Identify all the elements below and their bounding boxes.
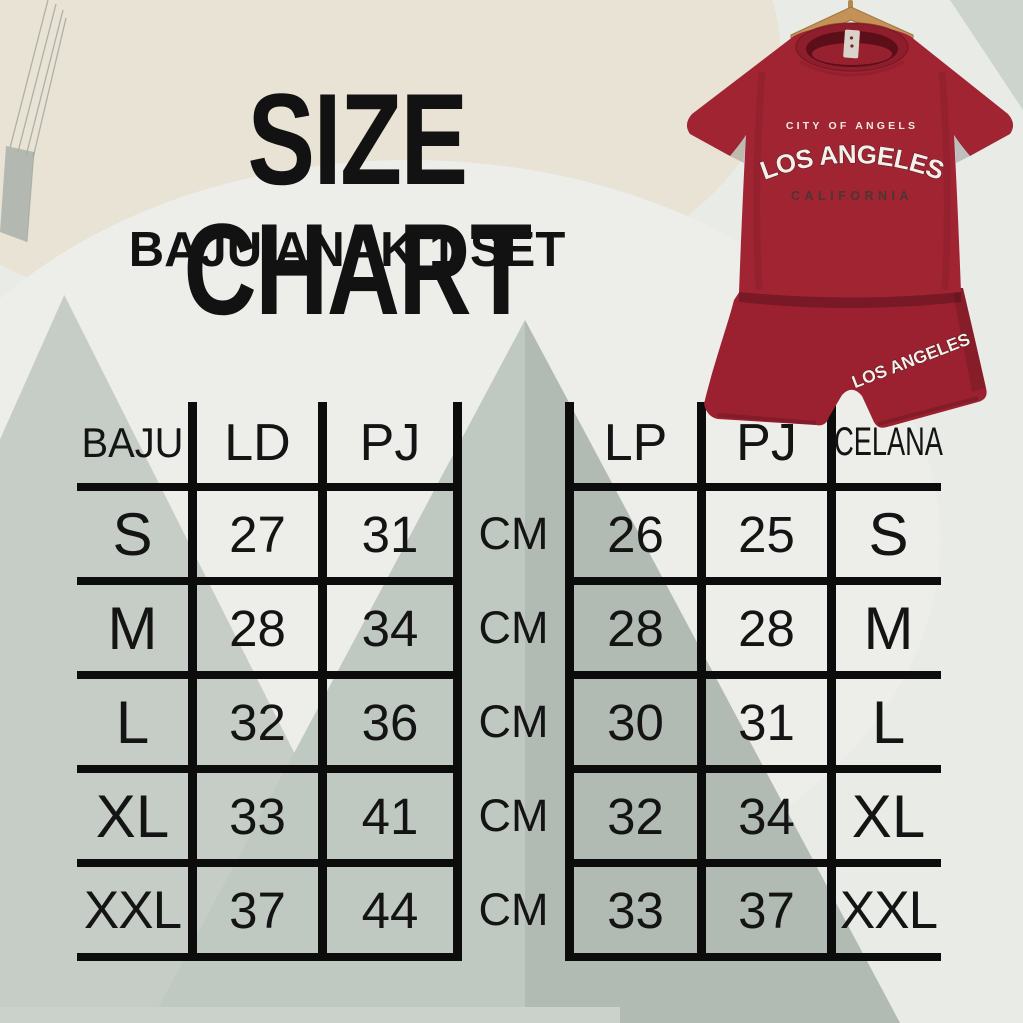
table-line bbox=[565, 577, 941, 585]
size-label: S bbox=[112, 500, 153, 568]
header-baju: BAJU bbox=[81, 418, 184, 466]
table-line bbox=[565, 483, 941, 491]
value-pj-celana: 37 bbox=[738, 881, 795, 939]
value-pj-celana: 28 bbox=[738, 599, 795, 657]
neck-tag bbox=[843, 29, 860, 59]
table-line bbox=[77, 483, 462, 491]
table-line bbox=[77, 671, 462, 679]
header-lp: LP bbox=[603, 413, 668, 472]
value-pj-celana: 25 bbox=[738, 505, 795, 563]
unit-label: CM bbox=[478, 602, 549, 653]
unit-label: CM bbox=[478, 884, 549, 935]
table-line bbox=[77, 953, 462, 961]
table-line bbox=[77, 765, 462, 773]
value-lp: 30 bbox=[607, 693, 664, 751]
value-lp: 28 bbox=[607, 599, 664, 657]
size-label: M bbox=[107, 594, 158, 662]
size-label: XL bbox=[851, 782, 926, 850]
value-ld: 28 bbox=[229, 599, 286, 657]
table-line bbox=[565, 765, 941, 773]
header-ld: LD bbox=[224, 413, 291, 472]
size-label: L bbox=[871, 688, 906, 756]
header-pj-baju: PJ bbox=[359, 413, 421, 472]
table-line bbox=[565, 671, 941, 679]
value-pj-celana: 34 bbox=[738, 787, 795, 845]
shirt-print-bottom: CALIFORNIA bbox=[791, 189, 913, 203]
value-pj-baju: 44 bbox=[361, 881, 419, 939]
table-line bbox=[565, 402, 574, 961]
unit-label: CM bbox=[478, 696, 549, 747]
size-label: XXL bbox=[839, 880, 938, 940]
table-line bbox=[318, 402, 327, 961]
tshirt bbox=[686, 22, 1014, 298]
value-lp: 33 bbox=[607, 881, 664, 939]
table-line bbox=[77, 859, 462, 867]
value-pj-baju: 41 bbox=[361, 787, 419, 845]
page-subtitle: BAJU ANAK 1 SET bbox=[128, 223, 566, 277]
value-pj-baju: 31 bbox=[361, 505, 419, 563]
value-pj-baju: 34 bbox=[361, 599, 419, 657]
collar bbox=[795, 22, 909, 77]
size-label: XL bbox=[95, 782, 170, 850]
size-label: S bbox=[868, 500, 909, 568]
table-line bbox=[453, 402, 462, 961]
value-pj-baju: 36 bbox=[361, 693, 419, 751]
unit-label: CM bbox=[478, 508, 549, 559]
size-label: L bbox=[115, 688, 150, 756]
product-photo: LOS ANGELES bbox=[686, 0, 1014, 428]
value-ld: 27 bbox=[229, 505, 286, 563]
shirt-print-top: CITY OF ANGELS bbox=[786, 120, 918, 132]
bg-bottom-band bbox=[0, 1007, 620, 1023]
value-ld: 33 bbox=[229, 787, 286, 845]
table-line bbox=[77, 577, 462, 585]
shorts: LOS ANGELES bbox=[704, 288, 987, 428]
value-ld: 32 bbox=[229, 693, 286, 751]
table-line bbox=[565, 859, 941, 867]
page-title: SIZE CHART bbox=[183, 66, 532, 342]
value-pj-celana: 31 bbox=[738, 693, 795, 751]
table-line bbox=[188, 402, 197, 961]
value-lp: 26 bbox=[607, 505, 664, 563]
table-line bbox=[565, 953, 941, 961]
value-lp: 32 bbox=[607, 787, 664, 845]
paraglider-sketch-icon bbox=[0, 0, 67, 243]
unit-label: CM bbox=[478, 790, 549, 841]
size-label: XXL bbox=[83, 880, 182, 940]
size-label: M bbox=[863, 594, 914, 662]
value-ld: 37 bbox=[229, 881, 286, 939]
table-line bbox=[697, 402, 706, 961]
table-line bbox=[827, 402, 836, 961]
